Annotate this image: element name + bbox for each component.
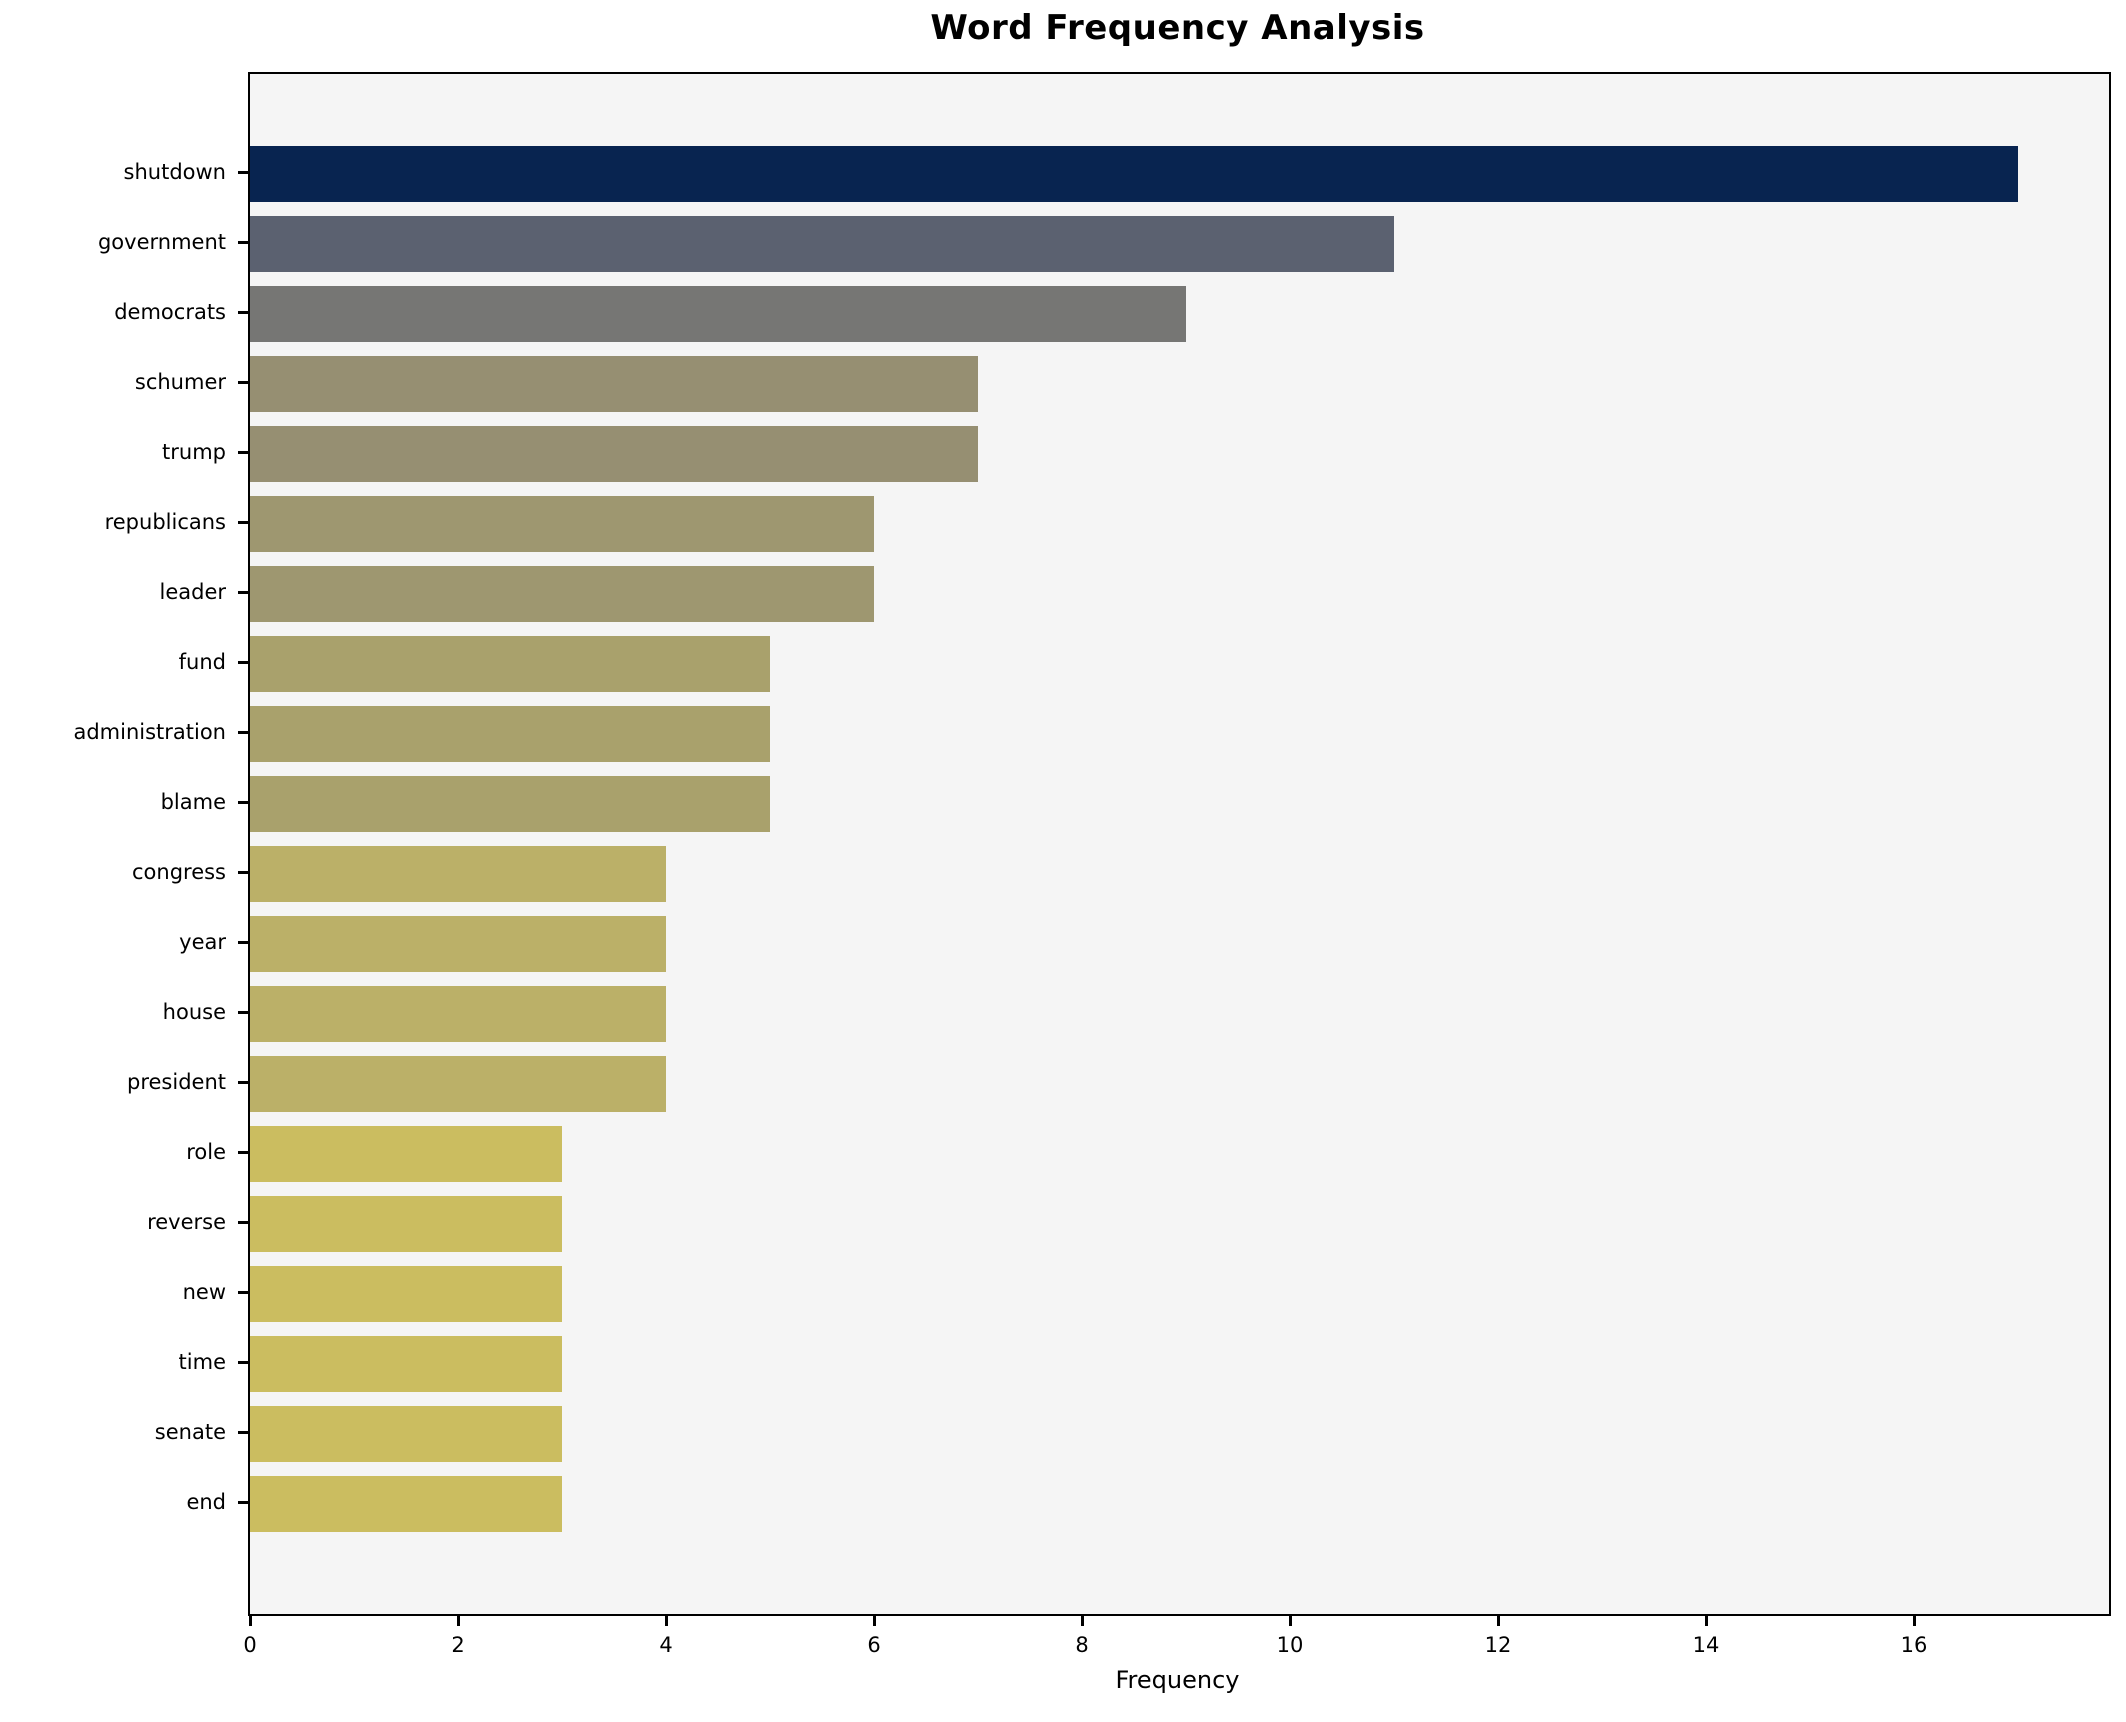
x-tick-label-12: 12 — [1484, 1633, 1512, 1657]
x-tick-mark — [249, 1615, 252, 1626]
chart-title: Word Frequency Analysis — [930, 8, 1425, 48]
x-tick-mark — [1913, 1615, 1916, 1626]
y-label-senate: senate — [154, 1420, 226, 1444]
bar-end — [250, 1476, 562, 1532]
x-tick-mark — [457, 1615, 460, 1626]
x-tick-label-0: 0 — [243, 1633, 257, 1657]
bar-senate — [250, 1406, 562, 1462]
y-label-time: time — [178, 1350, 226, 1374]
bar-democrats — [250, 286, 1186, 342]
bar-congress — [250, 846, 666, 902]
y-tick-mark — [238, 381, 248, 384]
bars-layer — [250, 74, 2109, 1614]
x-axis-title: Frequency — [1115, 1666, 1240, 1694]
bar-government — [250, 216, 1394, 272]
y-tick-mark — [238, 801, 248, 804]
y-label-democrats: democrats — [114, 300, 226, 324]
x-tick-label-10: 10 — [1276, 1633, 1304, 1657]
bar-role — [250, 1126, 562, 1182]
bar-blame — [250, 776, 770, 832]
plot-area — [248, 72, 2111, 1616]
y-label-shutdown: shutdown — [123, 160, 226, 184]
y-label-republicans: republicans — [104, 510, 226, 534]
bar-house — [250, 986, 666, 1042]
y-tick-mark — [238, 311, 248, 314]
x-tick-mark — [1081, 1615, 1084, 1626]
bar-reverse — [250, 1196, 562, 1252]
y-tick-mark — [238, 1151, 248, 1154]
bar-republicans — [250, 496, 874, 552]
bar-new — [250, 1266, 562, 1322]
y-label-role: role — [186, 1140, 226, 1164]
bar-schumer — [250, 356, 978, 412]
y-tick-mark — [238, 1221, 248, 1224]
y-label-blame: blame — [160, 790, 226, 814]
y-tick-mark — [238, 521, 248, 524]
y-label-fund: fund — [178, 650, 226, 674]
y-label-government: government — [97, 230, 226, 254]
y-label-reverse: reverse — [147, 1210, 226, 1234]
y-tick-mark — [238, 1011, 248, 1014]
y-tick-mark — [238, 871, 248, 874]
x-tick-mark — [1497, 1615, 1500, 1626]
bar-leader — [250, 566, 874, 622]
bar-administration — [250, 706, 770, 762]
y-label-administration: administration — [73, 720, 226, 744]
x-tick-mark — [873, 1615, 876, 1626]
y-label-trump: trump — [162, 440, 226, 464]
x-tick-mark — [665, 1615, 668, 1626]
y-tick-mark — [238, 1431, 248, 1434]
x-tick-label-16: 16 — [1900, 1633, 1928, 1657]
y-tick-mark — [238, 591, 248, 594]
y-label-new: new — [182, 1280, 226, 1304]
x-tick-label-6: 6 — [867, 1633, 881, 1657]
bar-year — [250, 916, 666, 972]
x-tick-mark — [1705, 1615, 1708, 1626]
y-tick-mark — [238, 1291, 248, 1294]
y-tick-mark — [238, 451, 248, 454]
x-tick-label-14: 14 — [1692, 1633, 1720, 1657]
y-tick-mark — [238, 1501, 248, 1504]
bar-president — [250, 1056, 666, 1112]
y-label-year: year — [179, 930, 226, 954]
y-label-house: house — [162, 1000, 226, 1024]
y-label-schumer: schumer — [134, 370, 226, 394]
x-tick-label-8: 8 — [1075, 1633, 1089, 1657]
y-label-president: president — [127, 1070, 226, 1094]
y-tick-mark — [238, 1361, 248, 1364]
y-tick-mark — [238, 731, 248, 734]
y-label-leader: leader — [159, 580, 226, 604]
x-tick-mark — [1289, 1615, 1292, 1626]
x-tick-label-2: 2 — [451, 1633, 465, 1657]
y-tick-mark — [238, 1081, 248, 1084]
y-label-congress: congress — [131, 860, 226, 884]
y-tick-mark — [238, 171, 248, 174]
bar-fund — [250, 636, 770, 692]
x-tick-label-4: 4 — [659, 1633, 673, 1657]
bar-trump — [250, 426, 978, 482]
y-tick-mark — [238, 661, 248, 664]
y-tick-mark — [238, 941, 248, 944]
y-label-end: end — [186, 1490, 226, 1514]
bar-time — [250, 1336, 562, 1392]
bar-shutdown — [250, 146, 2018, 202]
y-tick-mark — [238, 241, 248, 244]
